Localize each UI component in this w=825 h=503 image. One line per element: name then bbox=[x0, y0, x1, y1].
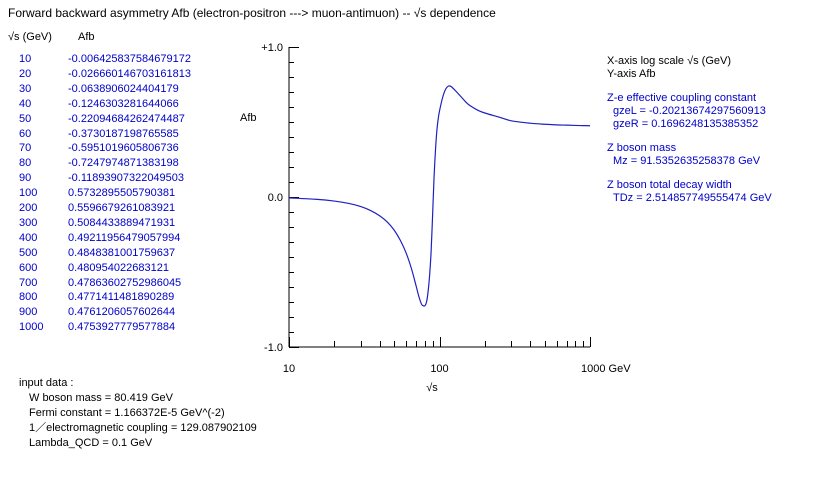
cell-afb: 0.4761206057602644 bbox=[68, 306, 176, 319]
width-title: Z boson total decay width bbox=[607, 179, 732, 191]
x-tick-label: 100 bbox=[430, 363, 448, 375]
cell-sqrt-s: 200 bbox=[19, 202, 38, 214]
chart-axes bbox=[288, 47, 590, 348]
cell-afb: 0.5596679261083921 bbox=[68, 202, 176, 214]
input-data-panel: input data : W boson mass = 80.419 GeV F… bbox=[19, 376, 257, 451]
info-panel: X-axis log scale √s (GeV) Y-axis Afb Z-e… bbox=[607, 55, 772, 216]
xaxis-info: X-axis log scale √s (GeV) bbox=[607, 55, 732, 67]
cell-sqrt-s: 20 bbox=[19, 67, 32, 80]
y-tick-label: 0.0 bbox=[268, 192, 283, 204]
y-tick-label: -1.0 bbox=[264, 342, 283, 354]
cell-sqrt-s: 30 bbox=[19, 82, 32, 95]
cell-sqrt-s: 100 bbox=[19, 187, 38, 200]
y-axis-label: Afb bbox=[240, 112, 257, 124]
x-tick-label: 10 bbox=[283, 363, 295, 375]
cell-afb: 0.47863602752986045 bbox=[68, 276, 182, 289]
afb-curve-line bbox=[288, 85, 591, 307]
y-tick-label: +1.0 bbox=[261, 42, 283, 54]
cell-afb: 0.4848381001759637 bbox=[68, 246, 176, 259]
w-mass: W boson mass = 80.419 GeV bbox=[29, 392, 173, 404]
cell-sqrt-s: 400 bbox=[19, 231, 38, 244]
input-title: input data : bbox=[19, 377, 74, 389]
cell-sqrt-s: 500 bbox=[19, 246, 38, 259]
chart-ticks bbox=[289, 47, 591, 348]
cell-sqrt-s: 600 bbox=[19, 261, 38, 274]
cell-sqrt-s: 70 bbox=[19, 142, 32, 155]
cell-sqrt-s: 50 bbox=[19, 112, 32, 125]
cell-afb: -0.006425837584679172 bbox=[68, 53, 191, 65]
cell-afb: 0.5084433889471931 bbox=[68, 216, 176, 229]
cell-sqrt-s: 1000 bbox=[19, 321, 44, 334]
gzel-value: gzeL = -0.20213674297560913 bbox=[613, 105, 766, 117]
cell-afb: 0.4753927779577884 bbox=[68, 321, 176, 334]
header-sqrt-s: √s (GeV) bbox=[8, 31, 52, 43]
cell-afb: 0.49211956479057994 bbox=[68, 231, 181, 244]
cell-afb: -0.7247974871383198 bbox=[68, 157, 179, 170]
cell-afb: 0.480954022683121 bbox=[68, 261, 169, 274]
mass-title: Z boson mass bbox=[607, 142, 677, 154]
cell-sqrt-s: 300 bbox=[19, 216, 38, 229]
cell-sqrt-s: 700 bbox=[19, 276, 38, 289]
fermi-constant: Fermi constant = 1.166372E-5 GeV^(-2) bbox=[29, 407, 225, 419]
cell-sqrt-s: 900 bbox=[19, 306, 38, 319]
lambda-qcd: Lambda_QCD = 0.1 GeV bbox=[29, 437, 153, 449]
coupling-title: Z-e effective coupling constant bbox=[607, 92, 756, 104]
header-afb: Afb bbox=[78, 31, 95, 43]
chart-labels: +1.0 0.0 -1.010 100 1000 GeV Afb √s bbox=[240, 42, 631, 394]
mz-value: Mz = 91.5352635258378 GeV bbox=[613, 155, 761, 167]
window-title: Forward backward asymmetry Afb (electron… bbox=[8, 6, 496, 20]
cell-afb: -0.22094684262474487 bbox=[68, 112, 185, 125]
cell-afb: -0.0638906024404179 bbox=[68, 82, 179, 95]
gzer-value: gzeR = 0.1696248135385352 bbox=[613, 118, 759, 130]
cell-sqrt-s: 800 bbox=[19, 291, 38, 304]
cell-afb: -0.026660146703161813 bbox=[68, 67, 191, 80]
cell-afb: -0.5951019605806736 bbox=[68, 142, 179, 155]
cell-sqrt-s: 10 bbox=[19, 53, 32, 65]
cell-sqrt-s: 60 bbox=[19, 127, 32, 140]
cell-afb: -0.3730187198765585 bbox=[68, 127, 179, 140]
em-coupling: 1／electromagnetic coupling = 129.0879021… bbox=[29, 422, 257, 434]
cell-sqrt-s: 80 bbox=[19, 157, 32, 170]
x-axis-label: √s bbox=[426, 382, 438, 394]
cell-afb: 0.4771411481890289 bbox=[68, 291, 175, 304]
cell-sqrt-s: 90 bbox=[19, 172, 32, 185]
cell-sqrt-s: 40 bbox=[19, 97, 32, 110]
cell-afb: -0.11893907322049503 bbox=[68, 172, 185, 185]
x-tick-label: 1000 GeV bbox=[581, 363, 631, 375]
cell-afb: 0.5732895505790381 bbox=[68, 187, 176, 200]
cell-afb: -0.1246303281644066 bbox=[68, 97, 179, 110]
tdz-value: TDz = 2.514857749555474 GeV bbox=[613, 192, 772, 204]
yaxis-info: Y-axis Afb bbox=[607, 68, 656, 80]
